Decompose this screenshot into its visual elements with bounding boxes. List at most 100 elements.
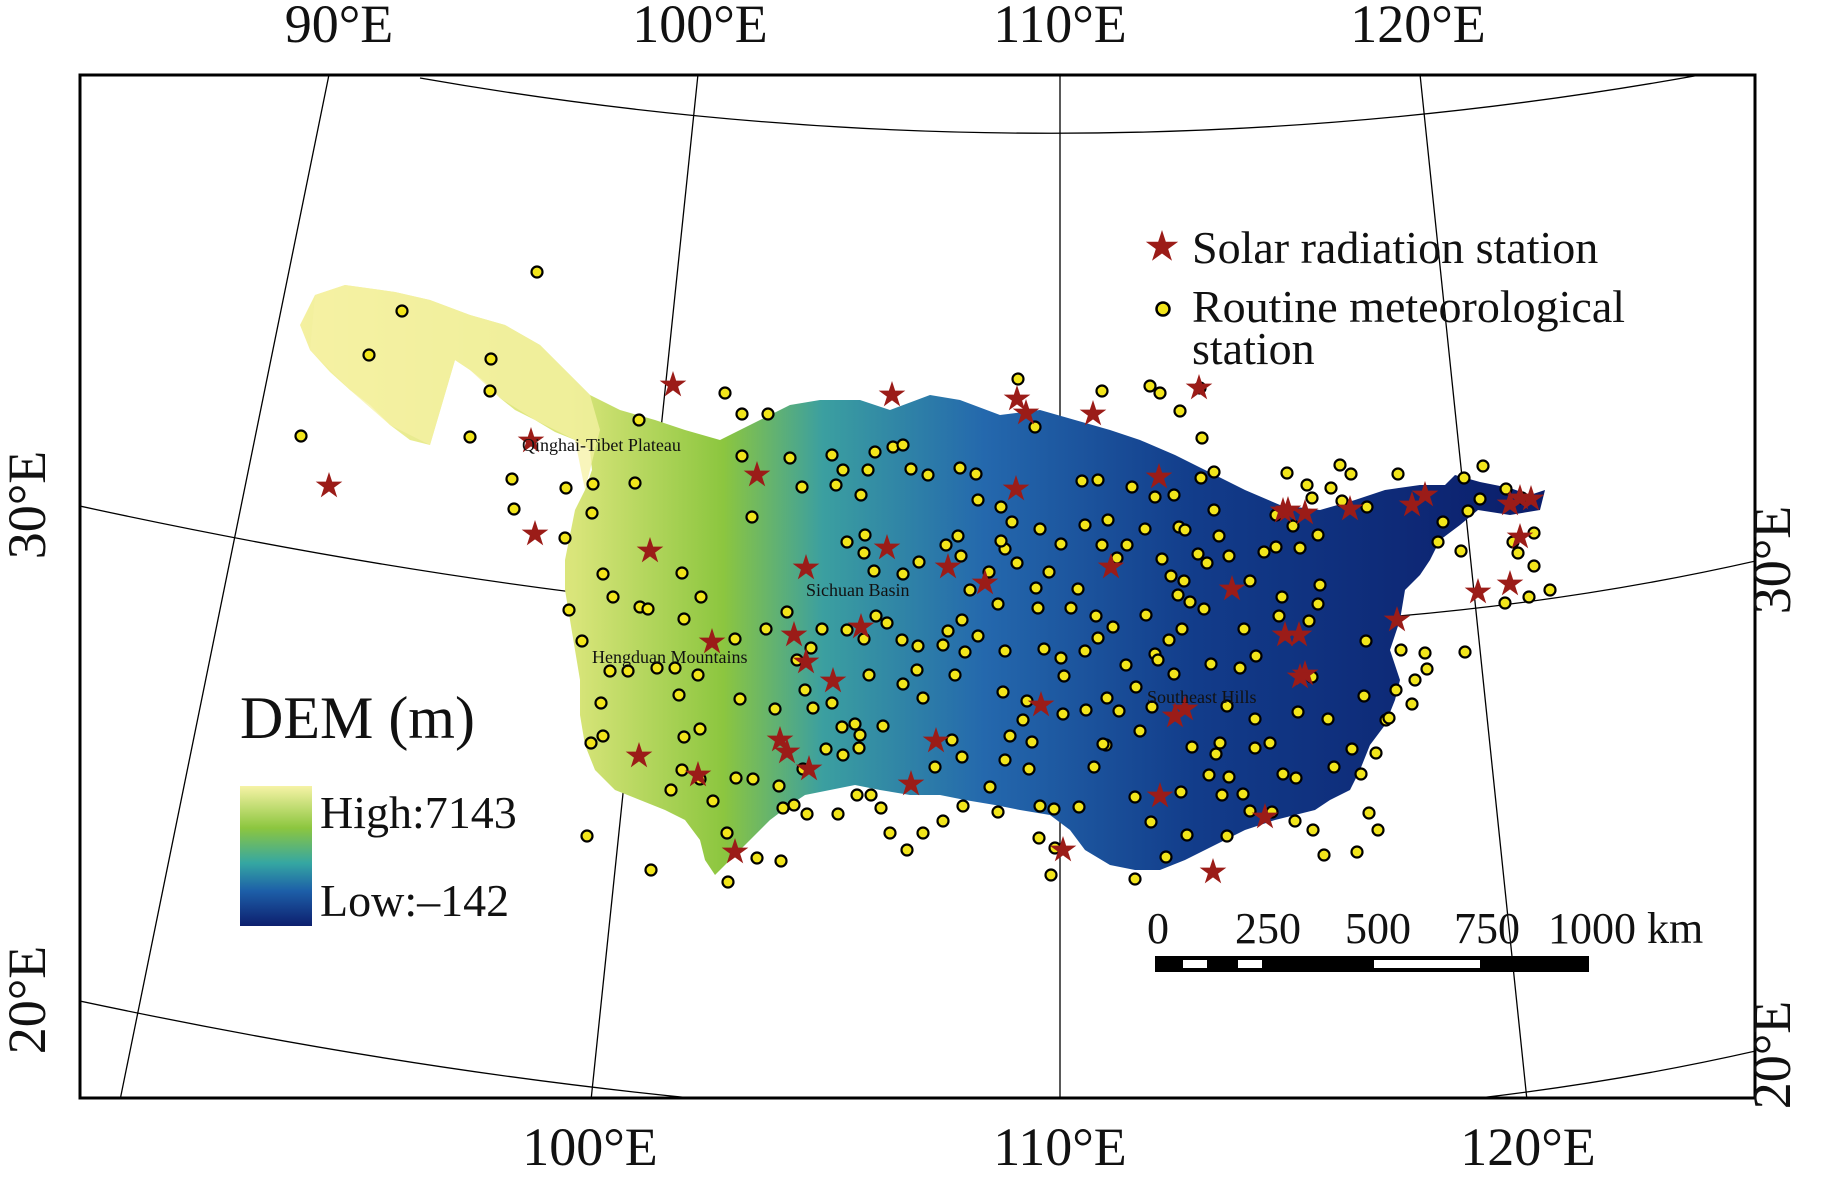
routine-station-dot	[904, 462, 918, 476]
dem-legend-title: DEM (m)	[240, 685, 475, 751]
routine-station-dot	[911, 639, 925, 653]
routine-station-dot	[1249, 649, 1263, 663]
routine-station-dot	[675, 763, 689, 777]
meridian-90e	[119, 75, 330, 1098]
solar-station-star	[1161, 702, 1189, 728]
routine-station-dot	[969, 467, 983, 481]
solar-station-star	[721, 838, 749, 864]
legend-routine-label-1: Routine meteorological	[1192, 281, 1625, 332]
routine-station-dot	[1148, 490, 1162, 504]
routine-station-dot	[831, 807, 845, 821]
solar-station-star	[1097, 553, 1125, 579]
routine-station-dot	[1091, 473, 1105, 487]
routine-station-dot	[1010, 556, 1024, 570]
routine-station-dot	[1204, 657, 1218, 671]
routine-station-dot	[706, 794, 720, 808]
parallel-40n	[419, 75, 1701, 134]
routine-station-dot	[294, 429, 308, 443]
routine-station-dot	[1145, 700, 1159, 714]
solar-station-star	[1079, 400, 1107, 426]
routine-station-dot	[955, 750, 969, 764]
region-label-hengduan: Hengduan Mountains	[592, 647, 747, 667]
solar-station-star	[1336, 495, 1364, 521]
routine-station-dot	[693, 722, 707, 736]
routine-station-dot	[1202, 768, 1216, 782]
solar-station-star	[873, 534, 901, 560]
region-label-qinghai: Qinghai-Tibet Plateau	[522, 435, 681, 455]
solar-station-star	[521, 520, 549, 546]
routine-station-dot	[562, 603, 576, 617]
routine-station-dot	[1248, 741, 1262, 755]
routine-station-dot	[759, 622, 773, 636]
routine-station-dot	[787, 798, 801, 812]
routine-station-dot	[798, 683, 812, 697]
routine-station-dot	[1522, 590, 1536, 604]
routine-station-dot	[1151, 653, 1165, 667]
routine-station-dot	[776, 801, 790, 815]
routine-station-dot	[463, 430, 477, 444]
legend-dot-icon	[1155, 301, 1171, 317]
routine-station-dot	[1418, 646, 1432, 660]
routine-station-dot	[1079, 703, 1093, 717]
routine-station-dot	[1139, 608, 1153, 622]
routine-station-dot	[1197, 602, 1211, 616]
solar-station-star	[1398, 491, 1426, 517]
routine-station-dot	[836, 463, 850, 477]
solar-station-star	[897, 770, 925, 796]
routine-station-dot	[994, 534, 1008, 548]
routine-station-dot	[840, 535, 854, 549]
routine-station-dot	[575, 634, 589, 648]
routine-station-dot	[819, 742, 833, 756]
scale-label-750: 750	[1454, 904, 1520, 953]
bottom-label-100e: 100°E	[522, 1117, 658, 1177]
routine-station-dot	[768, 702, 782, 716]
routine-station-dot	[1011, 372, 1025, 386]
routine-station-dot	[672, 688, 686, 702]
routine-station-dot	[1360, 500, 1374, 514]
routine-station-dot	[956, 799, 970, 813]
routine-station-dot	[1100, 691, 1114, 705]
dem-legend: DEM (m) High:7143 Low:–142	[240, 685, 517, 926]
routine-station-dot	[1042, 565, 1056, 579]
routine-station-dot	[774, 854, 788, 868]
routine-station-dot	[596, 567, 610, 581]
routine-station-dot	[1371, 823, 1385, 837]
routine-station-dot	[772, 779, 786, 793]
routine-station-dot	[1125, 480, 1139, 494]
routine-station-dot	[606, 590, 620, 604]
routine-station-dot	[1327, 760, 1341, 774]
routine-station-dot	[806, 701, 820, 715]
routine-station-dot	[998, 644, 1012, 658]
routine-station-dot	[1458, 645, 1472, 659]
solar-station-star	[659, 371, 687, 397]
routine-station-dot	[1291, 705, 1305, 719]
routine-station-dot	[1454, 544, 1468, 558]
routine-station-dot	[800, 807, 814, 821]
routine-station-dot	[1300, 478, 1314, 492]
routine-station-dot	[963, 583, 977, 597]
solar-station-star	[847, 613, 875, 639]
right-label-20: 20°E	[1742, 1001, 1802, 1110]
routine-station-dot	[1511, 546, 1525, 560]
routine-station-dot	[783, 451, 797, 465]
routine-station-dot	[921, 468, 935, 482]
routine-station-dot	[1195, 431, 1209, 445]
routine-station-dot	[584, 736, 598, 750]
routine-station-dot	[1272, 609, 1286, 623]
routine-station-dot	[1293, 541, 1307, 555]
routine-station-dot	[1263, 736, 1277, 750]
routine-station-dot	[804, 641, 818, 655]
routine-station-dot	[852, 741, 866, 755]
routine-station-dot	[916, 691, 930, 705]
routine-station-dot	[780, 605, 794, 619]
routine-station-dot	[953, 461, 967, 475]
routine-station-dot	[580, 829, 594, 843]
scale-segment-1	[1183, 960, 1207, 968]
scale-bar-body	[1155, 956, 1589, 972]
top-label-120e: 120°E	[1350, 0, 1486, 54]
routine-station-dot	[1071, 582, 1085, 596]
routine-station-dot	[1276, 767, 1290, 781]
solar-station-star	[636, 537, 664, 563]
routine-station-dot	[1476, 459, 1490, 473]
routine-station-dot	[1175, 622, 1189, 636]
